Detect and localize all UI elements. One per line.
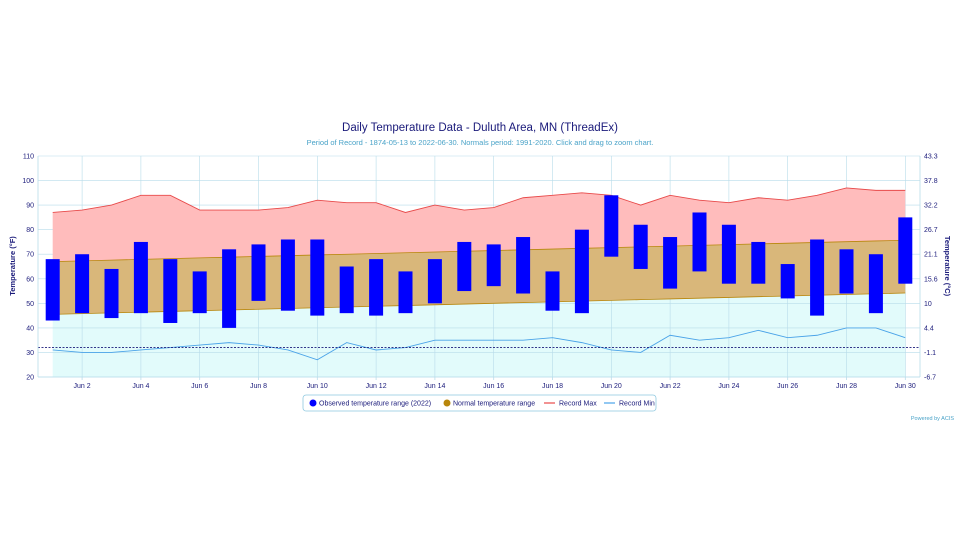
y-axis-title-right: Temperature (°C) (943, 236, 952, 297)
y-tick-label-right: 43.3 (924, 154, 938, 161)
x-tick-label: Jun 12 (366, 383, 387, 390)
observed-range-bar[interactable] (604, 195, 619, 257)
x-tick-label: Jun 14 (424, 383, 445, 390)
x-tick-label: Jun 20 (601, 383, 622, 390)
observed-range-bar[interactable] (75, 254, 90, 314)
observed-range-bar[interactable] (398, 271, 413, 314)
record-min-line (52, 327, 906, 361)
legend-box (302, 394, 657, 412)
y-tick-label-right: 26.7 (924, 227, 938, 234)
record-max-line (52, 187, 906, 213)
observed-range-bar[interactable] (751, 241, 766, 284)
y-tick-label-left: 70 (26, 252, 34, 259)
observed-range-bar[interactable] (810, 239, 825, 316)
observed-range-bar[interactable] (163, 259, 178, 323)
x-tick-label: Jun 16 (483, 383, 504, 390)
y-tick-label-right: -6.7 (924, 375, 936, 382)
observed-range-bar[interactable] (486, 244, 501, 287)
legend: Observed temperature range (2022) Normal… (302, 394, 657, 412)
observed-range-bar[interactable] (545, 271, 560, 311)
legend-record-min-label[interactable]: Record Min (619, 401, 655, 408)
y-tick-label-left: 60 (26, 276, 34, 283)
powered-by-credit[interactable]: Powered by ACIS (911, 416, 954, 422)
observed-range-bar[interactable] (516, 237, 531, 294)
y-tick-label-right: 37.8 (924, 178, 938, 185)
x-tick-label: Jun 10 (307, 383, 328, 390)
y-tick-label-left: 50 (26, 301, 34, 308)
observed-range-bar[interactable] (868, 254, 883, 314)
observed-range-bar[interactable] (633, 224, 648, 269)
legend-record-max-label[interactable]: Record Max (559, 401, 597, 408)
chart-title: Daily Temperature Data - Duluth Area, MN… (342, 122, 618, 134)
observed-range-bar[interactable] (339, 266, 354, 314)
axes: 20 -6.7 30 -1.1 40 4.4 50 10 60 15.6 70 21.1 80 26.7 9… (22, 154, 937, 391)
observed-range-bar[interactable] (692, 212, 707, 272)
observed-range-bar[interactable] (839, 249, 854, 294)
x-tick-label: Jun 26 (777, 383, 798, 390)
observed-range-bar[interactable] (663, 237, 678, 289)
x-tick-label: Jun 4 (132, 383, 149, 390)
legend-observed-label[interactable]: Observed temperature range (2022) (319, 401, 431, 408)
below-normal-area (52, 293, 906, 377)
y-tick-label-left: 80 (26, 227, 34, 234)
observed-range-bars[interactable] (45, 195, 913, 328)
observed-range-bar[interactable] (310, 239, 325, 316)
observed-range-bar[interactable] (280, 239, 295, 311)
y-tick-label-left: 90 (26, 203, 34, 210)
observed-range-bar[interactable] (45, 259, 60, 321)
observed-range-bar[interactable] (457, 241, 472, 292)
x-tick-label: Jun 28 (836, 383, 857, 390)
y-tick-label-left: 100 (22, 178, 34, 185)
observed-range-bar[interactable] (721, 224, 736, 284)
legend-normal-swatch[interactable] (443, 399, 451, 407)
x-tick-label: Jun 8 (250, 383, 267, 390)
y-tick-label-right: 15.6 (924, 276, 938, 283)
x-tick-label: Jun 18 (542, 383, 563, 390)
y-tick-label-right: 21.1 (924, 252, 938, 259)
plot-background (52, 293, 906, 377)
legend-normal-label[interactable]: Normal temperature range (453, 401, 535, 408)
y-tick-label-right: 32.2 (924, 203, 938, 210)
observed-range-bar[interactable] (780, 264, 795, 299)
observed-range-bar[interactable] (104, 268, 119, 319)
x-tick-label: Jun 24 (718, 383, 739, 390)
y-tick-label-left: 30 (26, 350, 34, 357)
x-tick-label: Jun 22 (660, 383, 681, 390)
y-tick-label-left: 110 (23, 154, 34, 161)
y-axis-title-left: Temperature (°F) (8, 236, 17, 296)
x-tick-label: Jun 30 (895, 383, 916, 390)
y-tick-label-left: 40 (26, 325, 34, 332)
observed-range-bar[interactable] (574, 229, 589, 314)
normal-range-band (52, 240, 906, 315)
x-tick-label: Jun 6 (191, 383, 208, 390)
y-tick-label-right: 4.4 (924, 325, 934, 332)
chart-subtitle: Period of Record - 1874-05-13 to 2022-06… (307, 138, 654, 147)
temperature-bands (38, 187, 920, 361)
observed-range-bar[interactable] (192, 271, 207, 314)
y-tick-label-right: -1.1 (924, 350, 936, 357)
legend-observed-swatch[interactable] (309, 399, 317, 407)
observed-range-bar[interactable] (898, 217, 913, 284)
observed-range-bar[interactable] (251, 244, 266, 301)
y-tick-label-right: 10 (924, 301, 932, 308)
y-tick-label-left: 20 (26, 375, 34, 382)
observed-range-bar[interactable] (369, 259, 384, 316)
record-high-band (52, 187, 906, 262)
observed-range-bar[interactable] (222, 249, 237, 328)
observed-range-bar[interactable] (427, 259, 442, 304)
x-tick-label: Jun 2 (74, 383, 91, 390)
observed-range-bar[interactable] (133, 241, 148, 314)
